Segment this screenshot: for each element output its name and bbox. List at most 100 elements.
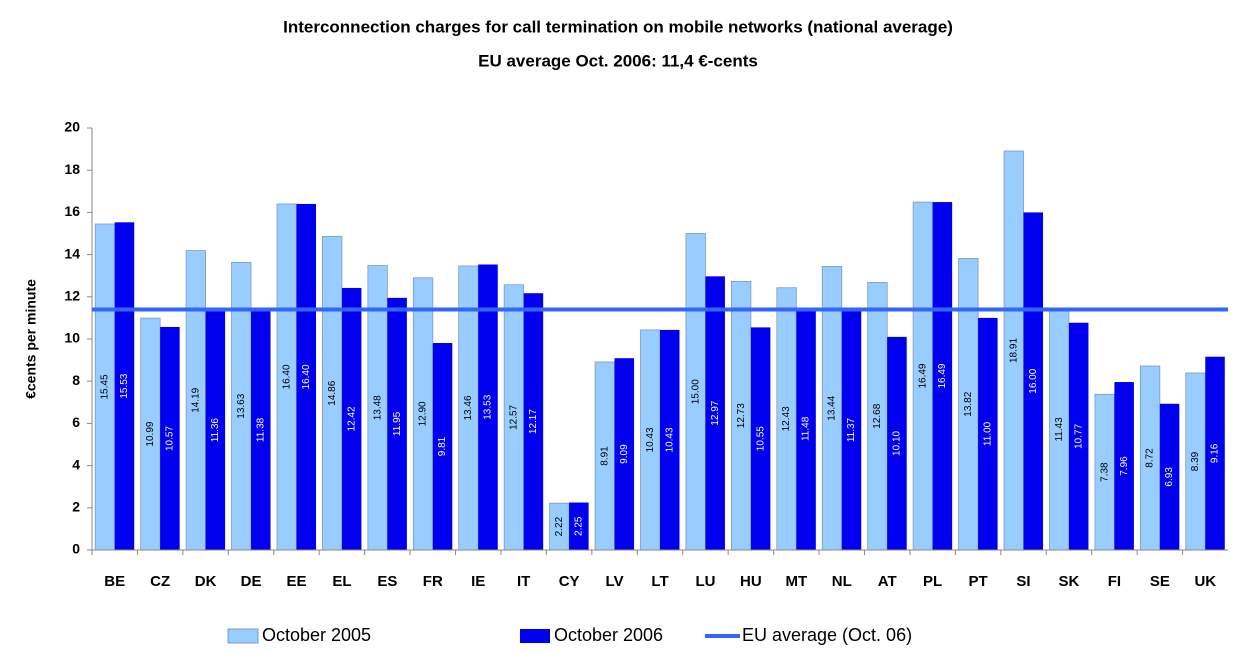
value-label: 16.40 — [301, 364, 312, 389]
value-label: 13.63 — [236, 393, 247, 418]
value-label: 9.16 — [1210, 443, 1221, 463]
value-label: 8.39 — [1190, 451, 1201, 471]
legend-swatch — [227, 628, 259, 644]
value-label: 10.10 — [892, 430, 903, 455]
value-label: 12.73 — [736, 403, 747, 428]
x-tick-label: IT — [517, 573, 530, 590]
bar — [887, 336, 907, 550]
value-label: 2.22 — [554, 516, 565, 536]
value-label: 16.00 — [1028, 368, 1039, 393]
y-tick-label: 16 — [64, 203, 80, 219]
value-label: 11.43 — [1054, 417, 1065, 442]
y-tick-label: 20 — [64, 119, 80, 135]
legend-swatch — [520, 629, 550, 643]
y-axis-label: €cents per minute — [23, 279, 39, 399]
bar — [660, 329, 680, 550]
x-tick-label: FR — [423, 573, 443, 590]
value-label: 18.91 — [1008, 338, 1019, 363]
bar — [705, 276, 725, 550]
x-tick-label: BE — [104, 573, 125, 590]
value-label: 16.49 — [918, 363, 929, 388]
bar — [1205, 356, 1225, 550]
y-tick-label: 14 — [64, 245, 80, 261]
value-label: 12.43 — [781, 406, 792, 431]
value-label: 14.86 — [327, 380, 338, 405]
bar — [1159, 403, 1180, 550]
value-label: 8.91 — [599, 446, 610, 466]
value-label: 9.81 — [437, 436, 448, 456]
x-tick-label: IE — [471, 573, 485, 590]
legend-label: October 2006 — [554, 625, 663, 645]
value-label: 10.43 — [664, 427, 675, 452]
y-tick-label: 10 — [64, 330, 80, 346]
value-label: 13.53 — [483, 394, 494, 419]
value-label: 11.36 — [210, 418, 221, 443]
legend-label: October 2005 — [262, 625, 371, 645]
bar — [478, 264, 498, 550]
x-tick-label: SE — [1150, 573, 1170, 590]
x-tick-label: DK — [195, 573, 217, 590]
value-label: 13.46 — [463, 395, 474, 420]
value-label: 15.53 — [119, 373, 130, 398]
x-tick-label: LT — [651, 573, 668, 590]
y-tick-label: 6 — [72, 414, 80, 430]
bar — [1023, 212, 1044, 550]
bar — [569, 502, 589, 550]
bar — [796, 307, 816, 550]
value-label: 11.95 — [392, 411, 403, 436]
value-label: 12.42 — [346, 406, 357, 431]
bar — [750, 327, 771, 550]
value-label: 12.17 — [528, 409, 539, 434]
value-label: 11.00 — [982, 421, 993, 446]
x-tick-label: CZ — [150, 573, 170, 590]
chart-subtitle: EU average Oct. 2006: 11,4 €-cents — [478, 51, 758, 70]
x-tick-label: CY — [559, 573, 580, 590]
value-label: 7.96 — [1119, 456, 1130, 476]
x-tick-label: FI — [1108, 573, 1121, 590]
x-tick-label: SK — [1059, 573, 1080, 590]
x-tick-label: MT — [785, 573, 807, 590]
x-tick-label: DE — [241, 573, 262, 590]
y-tick-label: 12 — [64, 288, 80, 304]
value-label: 15.00 — [690, 379, 701, 404]
chart-title: Interconnection charges for call termina… — [283, 17, 953, 36]
value-label: 9.09 — [619, 444, 630, 464]
value-label: 10.77 — [1073, 423, 1084, 448]
value-label: 12.97 — [710, 400, 721, 425]
value-label: 11.38 — [255, 417, 266, 442]
x-tick-label: PL — [923, 573, 942, 590]
x-tick-label: LV — [606, 573, 624, 590]
y-tick-label: 4 — [72, 456, 80, 472]
x-tick-label: ES — [377, 573, 397, 590]
value-label: 12.57 — [509, 404, 520, 429]
value-label: 6.93 — [1164, 467, 1175, 487]
value-label: 10.99 — [145, 421, 156, 446]
y-tick-label: 8 — [72, 372, 80, 388]
bar — [432, 343, 453, 550]
value-label: 13.48 — [372, 395, 383, 420]
value-label: 13.44 — [827, 395, 838, 420]
bar — [523, 293, 544, 550]
legend-label: EU average (Oct. 06) — [742, 625, 912, 645]
y-tick-label: 0 — [72, 541, 80, 557]
x-tick-label: EL — [332, 573, 351, 590]
value-label: 12.90 — [418, 401, 429, 426]
x-tick-label: PT — [968, 573, 987, 590]
bar — [205, 310, 226, 550]
x-tick-label: LU — [695, 573, 715, 590]
bar — [841, 310, 862, 550]
y-tick-label: 18 — [64, 161, 80, 177]
value-label: 11.37 — [846, 417, 857, 442]
value-label: 14.19 — [190, 387, 201, 412]
bar — [341, 287, 362, 550]
bar — [296, 203, 316, 550]
bar — [387, 297, 407, 550]
value-label: 8.72 — [1145, 448, 1156, 468]
value-label: 15.45 — [100, 374, 111, 399]
value-label: 10.43 — [645, 427, 656, 452]
x-tick-label: UK — [1194, 573, 1216, 590]
value-label: 11.48 — [801, 416, 812, 441]
value-label: 7.38 — [1099, 462, 1110, 482]
bar — [1114, 382, 1134, 550]
